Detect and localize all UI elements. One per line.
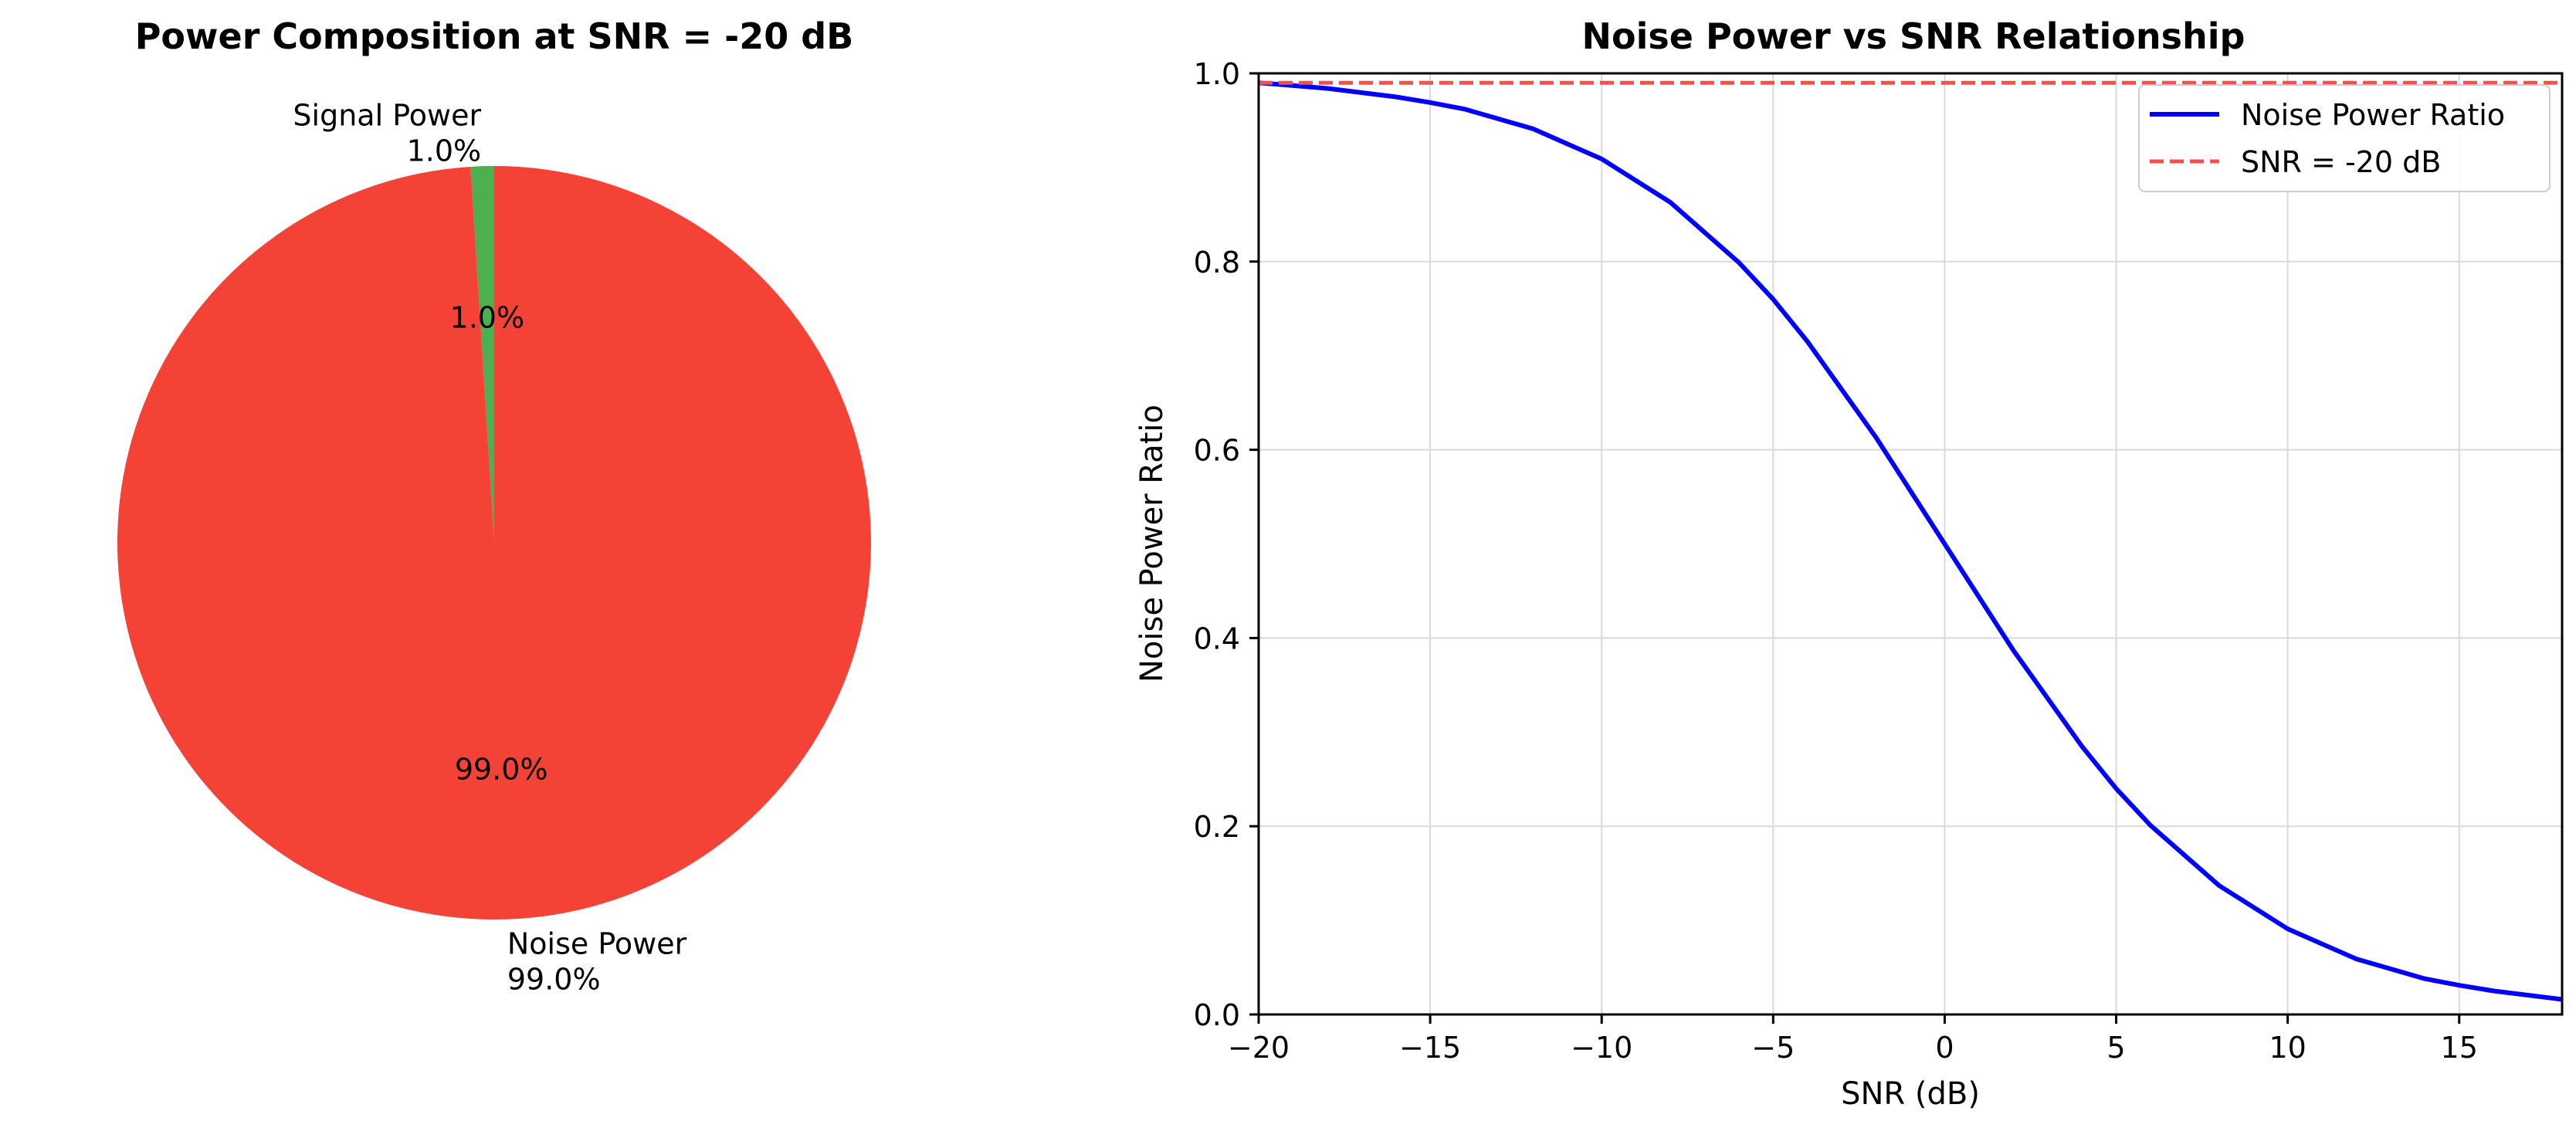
plot-frame <box>1257 72 2564 1016</box>
series-line-noise-power-ratio <box>1258 80 2563 1002</box>
line-title: Noise Power vs SNR Relationship <box>1582 15 2246 57</box>
grid-lines <box>1258 73 2562 1015</box>
y-tick-label: 0.0 <box>1194 998 1240 1032</box>
x-tick-label: −15 <box>1399 1031 1461 1065</box>
legend-label-noise-ratio: Noise Power Ratio <box>2241 98 2505 132</box>
x-tick-label: 15 <box>2441 1031 2478 1065</box>
pie-autopct-signal-power: 1.0% <box>450 300 525 334</box>
x-tick-label: −10 <box>1571 1031 1632 1065</box>
x-axis-label: SNR (dB) <box>1841 1076 1980 1112</box>
y-tick-label: 1.0 <box>1194 57 1240 91</box>
y-tick-label: 0.4 <box>1194 621 1240 655</box>
pie-label-noise-power: Noise Power <box>507 927 687 961</box>
pie-label-pct-noise-power: 99.0% <box>507 963 601 997</box>
axis-ticks: −20 −15 −10 −5 0 5 10 15 0.0 0.2 0.4 0.6 0.8 1.0 <box>1194 57 2478 1065</box>
x-tick-label: 5 <box>2107 1031 2125 1065</box>
legend: Noise Power Ratio SNR = -20 dB <box>2138 84 2551 192</box>
pie-slices <box>117 166 871 920</box>
legend-box <box>2138 84 2551 192</box>
pie-autopct-noise-power: 99.0% <box>455 753 548 787</box>
pie-slice-signal-power <box>470 166 494 543</box>
pie-title: Power Composition at SNR = -20 dB <box>135 15 854 57</box>
pie-chart: Power Composition at SNR = -20 dB 1.0%Si… <box>117 15 871 997</box>
pie-label-pct-signal-power: 1.0% <box>407 134 482 168</box>
x-tick-label: −5 <box>1751 1031 1795 1065</box>
legend-label-snr-ref: SNR = -20 dB <box>2241 145 2441 179</box>
x-tick-label: 0 <box>1935 1031 1954 1065</box>
line-chart: Noise Power vs SNR Relationship −20 −15 −1… <box>1134 15 2564 1112</box>
y-tick-label: 0.8 <box>1194 246 1240 279</box>
y-tick-label: 0.2 <box>1194 810 1240 844</box>
y-tick-label: 0.6 <box>1194 434 1240 468</box>
x-tick-label: −20 <box>1228 1031 1290 1065</box>
series-lines <box>1258 80 2563 1002</box>
x-tick-label: 10 <box>2269 1031 2306 1065</box>
y-axis-label: Noise Power Ratio <box>1134 405 1170 682</box>
pie-slice-noise-power <box>117 166 871 920</box>
pie-label-signal-power: Signal Power <box>293 98 481 132</box>
